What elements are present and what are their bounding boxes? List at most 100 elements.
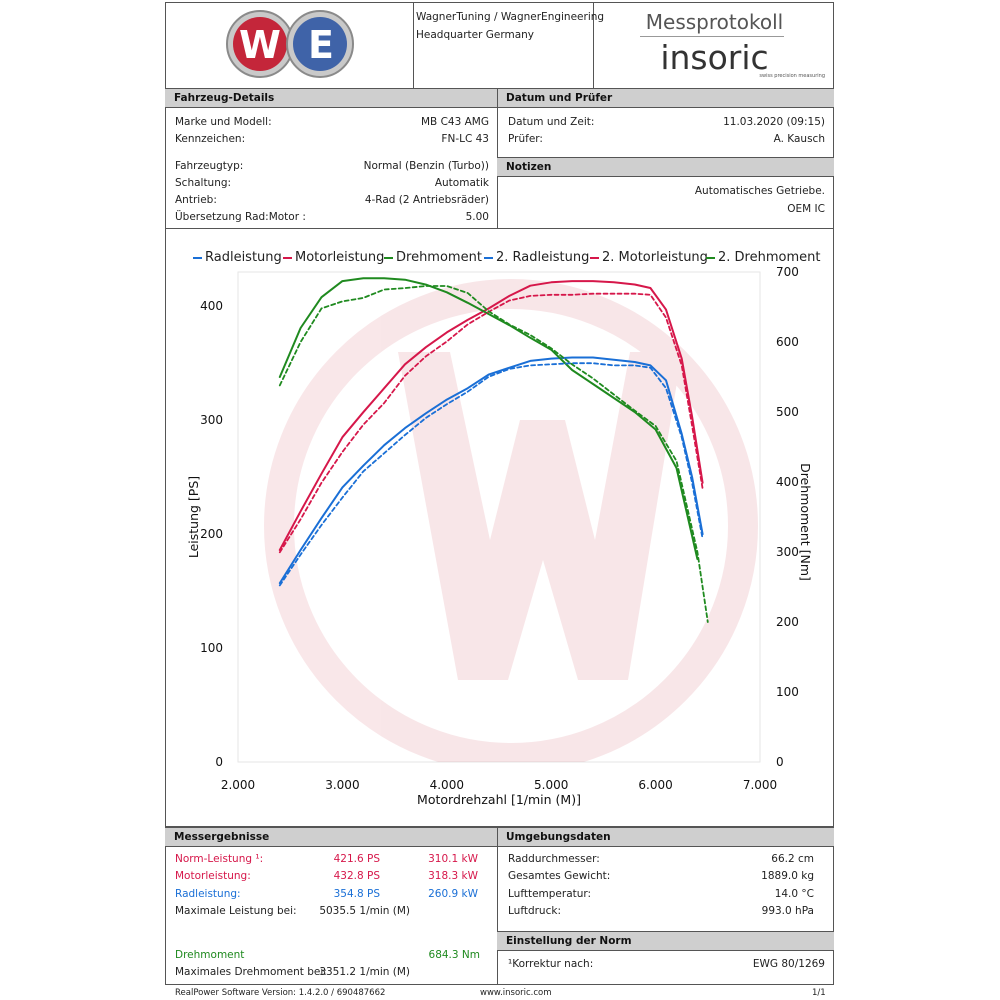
y-tick-label: 200 — [200, 527, 223, 541]
y-tick-label: 0 — [215, 755, 223, 769]
max-power-rpm: 5035.5 1/min (M) — [319, 905, 410, 917]
legend-item-motorleistung: Motorleistung — [283, 250, 384, 265]
vehicle-label-drive: Antrieb: — [175, 194, 217, 206]
chart-bottom-border — [165, 826, 834, 827]
vehicle-value-plate: FN-LC 43 — [441, 133, 489, 145]
norm-power-ps: 421.6 PS — [333, 853, 380, 865]
x-tick-label: 4.000 — [430, 778, 464, 792]
protocol-sheet — [165, 2, 834, 985]
date-label-time: Datum und Zeit: — [508, 116, 595, 128]
x-tick-label: 6.000 — [638, 778, 672, 792]
norm-correction-label: ¹Korrektur nach: — [508, 958, 594, 970]
env-value-air-pressure: 993.0 hPa — [761, 905, 814, 917]
svg-text:W: W — [239, 23, 281, 67]
series-line-2-radleistung — [278, 362, 704, 587]
env-value-weight: 1889.0 kg — [761, 870, 814, 882]
env-value-air-temp: 14.0 °C — [774, 888, 814, 900]
date-label-examiner: Prüfer: — [508, 133, 543, 145]
y2-tick-label: 700 — [776, 265, 799, 279]
wagner-watermark — [264, 279, 758, 762]
notes-section-header: Notizen — [497, 157, 834, 177]
vehicle-label-ratio: Übersetzung Rad:Motor : — [175, 211, 306, 223]
legend-item-2-drehmoment: 2. Drehmoment — [706, 250, 820, 265]
vehicle-label-type: Fahrzeugtyp: — [175, 160, 244, 172]
vehicle-label-gearbox: Schaltung: — [175, 177, 232, 189]
norm-section-header: Einstellung der Norm — [497, 931, 834, 951]
engine-power-kw: 318.3 kW — [428, 870, 478, 882]
env-label-air-temp: Lufttemperatur: — [508, 888, 592, 900]
legend-item-2-radleistung: 2. Radleistung — [484, 250, 589, 265]
website-link[interactable]: www.insoric.com — [480, 988, 552, 998]
results-env-divider — [497, 827, 498, 985]
legend-item-radleistung: Radleistung — [193, 250, 282, 265]
y-axis-label: Leistung [PS] — [186, 476, 201, 558]
vehicle-value-model: MB C43 AMG — [420, 116, 489, 128]
engine-power-ps: 432.8 PS — [333, 870, 380, 882]
env-label-wheel-diameter: Raddurchmesser: — [508, 853, 600, 865]
vehicle-label-plate: Kennzeichen: — [175, 133, 246, 145]
date-value-examiner: A. Kausch — [773, 133, 825, 145]
date-value-time: 11.03.2020 (09:15) — [723, 116, 825, 128]
y2-tick-label: 200 — [776, 615, 799, 629]
vehicle-section-header: Fahrzeug-Details — [165, 88, 497, 108]
y2-tick-label: 500 — [776, 405, 799, 419]
torque-label: Drehmoment — [175, 949, 245, 961]
norm-correction-value: EWG 80/1269 — [752, 958, 825, 970]
max-torque-rpm: 3351.2 1/min (M) — [319, 966, 410, 978]
vehicle-value-ratio: 5.00 — [465, 211, 489, 223]
svg-text:E: E — [308, 23, 334, 67]
y2-tick-label: 0 — [776, 755, 784, 769]
insoric-tagline: swiss precision measuring — [759, 73, 825, 79]
vehicle-value-gearbox: Automatik — [434, 177, 489, 189]
legend-item-drehmoment: Drehmoment — [384, 250, 482, 265]
header-divider-2 — [593, 2, 594, 88]
series-line-drehmoment — [278, 277, 699, 560]
header-divider-1 — [413, 2, 414, 88]
env-label-weight: Gesamtes Gewicht: — [508, 870, 611, 882]
environment-section-header: Umgebungsdaten — [497, 827, 834, 847]
insoric-logo: insoric — [660, 38, 769, 77]
engine-power-label: Motorleistung: — [175, 870, 251, 882]
chart-top-border — [165, 228, 834, 229]
max-torque-label: Maximales Drehmoment bei: — [175, 966, 327, 978]
y-tick-label: 400 — [200, 299, 223, 313]
env-label-air-pressure: Luftdruck: — [508, 905, 561, 917]
wheel-power-kw: 260.9 kW — [428, 888, 478, 900]
norm-power-label: Norm-Leistung ¹: — [175, 853, 264, 865]
y2-tick-label: 600 — [776, 335, 799, 349]
x-tick-label: 7.000 — [743, 778, 777, 792]
env-value-wheel-diameter: 66.2 cm — [771, 853, 814, 865]
wheel-power-ps: 354.8 PS — [333, 888, 380, 900]
legend-item-2-motorleistung: 2. Motorleistung — [590, 250, 708, 265]
series-line-2-motorleistung — [278, 292, 704, 554]
norm-power-kw: 310.1 kW — [428, 853, 478, 865]
vehicle-value-type: Normal (Benzin (Turbo)) — [363, 160, 489, 172]
series-line-motorleistung — [278, 280, 704, 551]
vehicle-label-model: Marke und Modell: — [175, 116, 272, 128]
results-section-header: Messergebnisse — [165, 827, 497, 847]
y2-tick-label: 100 — [776, 685, 799, 699]
x-tick-label: 3.000 — [325, 778, 359, 792]
y2-axis-label: Drehmoment [Nm] — [798, 463, 813, 581]
x-tick-label: 2.000 — [221, 778, 255, 792]
protocol-title: Messprotokoll — [645, 10, 784, 34]
y2-tick-label: 300 — [776, 545, 799, 559]
notes-line-1: Automatisches Getriebe. — [694, 185, 825, 197]
plot-area — [237, 271, 761, 763]
y2-tick-label: 400 — [776, 475, 799, 489]
company-name: WagnerTuning / WagnerEngineering — [416, 11, 605, 23]
y-tick-label: 300 — [200, 413, 223, 427]
x-tick-label: 5.000 — [534, 778, 568, 792]
series-line-2-drehmoment — [278, 285, 709, 623]
y-tick-label: 100 — [200, 641, 223, 655]
max-power-label: Maximale Leistung bei: — [175, 905, 297, 917]
company-location: Headquarter Germany — [416, 29, 535, 41]
series-line-radleistung — [278, 356, 704, 585]
notes-line-2: OEM IC — [787, 203, 825, 215]
wagner-logo: W E — [224, 8, 356, 80]
x-axis-label: Motordrehzahl [1/min (M)] — [417, 792, 581, 807]
title-underline — [640, 36, 784, 37]
software-version: RealPower Software Version: 1.4.2.0 / 69… — [175, 988, 386, 998]
date-section-header: Datum und Prüfer — [497, 88, 834, 108]
